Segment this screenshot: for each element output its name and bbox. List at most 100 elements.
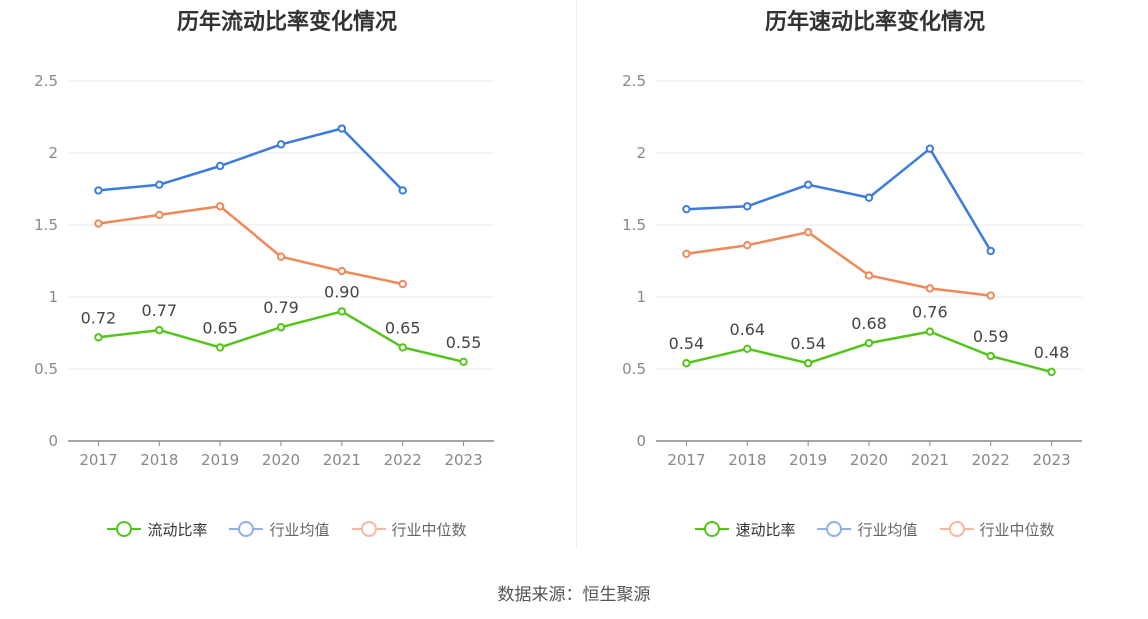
data-point: [803, 180, 813, 189]
legend-item-industry-average[interactable]: 行业均值: [229, 517, 330, 541]
series-line: [98, 205, 403, 286]
x-tick-label: 2017: [79, 451, 117, 469]
data-label: 0.76: [912, 303, 948, 322]
panel-divider: [576, 0, 577, 548]
data-point: [276, 252, 286, 261]
legend-label: 行业均值: [269, 520, 330, 539]
data-point: [925, 327, 935, 336]
y-tick-label: 0: [636, 432, 646, 450]
legend-item-current-ratio[interactable]: 流动比率: [107, 517, 207, 541]
data-point: [986, 246, 995, 256]
data-point: [925, 284, 935, 293]
legend-item-industry-median[interactable]: 行业中位数: [351, 517, 467, 541]
data-label: 0.79: [263, 298, 299, 317]
data-point: [337, 307, 347, 316]
quick-ratio-chart-panel: 历年速动比率变化情况 0 0.5 1 1.5 2 2.5 2017 2018 2019 2020 2…: [588, 0, 1148, 560]
x-tick-label: 2019: [201, 451, 239, 469]
series-line: [686, 147, 992, 252]
legend-marker-icon: [229, 517, 264, 541]
data-point: [94, 333, 103, 342]
data-point: [743, 202, 752, 211]
legend-item-industry-average[interactable]: 行业均值: [817, 517, 918, 541]
legend-label: 速动比率: [735, 520, 796, 539]
legend: 流动比率 行业均值 行业中位数: [0, 517, 574, 541]
data-point: [398, 343, 407, 352]
legend-marker-icon: [939, 517, 974, 541]
data-point: [986, 351, 995, 361]
x-tick-label: 2020: [262, 451, 300, 469]
x-tick-label: 2023: [444, 451, 482, 469]
data-label: 0.54: [790, 334, 826, 353]
y-tick-label: 2.5: [622, 72, 646, 90]
data-label: 0.55: [446, 333, 482, 352]
quick-ratio-plot: 0 0.5 1 1.5 2 2.5 2017 2018 2019 2020 2021 2022 2023…: [622, 72, 1082, 469]
data-point: [925, 144, 935, 153]
x-tick-label: 2021: [323, 451, 361, 469]
data-point: [803, 359, 813, 368]
data-point: [864, 271, 874, 280]
data-point: [398, 186, 407, 195]
data-label: 0.65: [385, 318, 421, 337]
legend: 速动比率 行业均值 行业中位数: [588, 517, 1148, 541]
y-tick-label: 2.5: [34, 72, 58, 90]
chart-title: 历年流动比率变化情况: [176, 10, 397, 35]
legend-label: 行业中位数: [979, 520, 1055, 539]
legend-item-industry-median[interactable]: 行业中位数: [939, 517, 1055, 541]
y-tick-label: 0: [48, 432, 58, 450]
data-point: [337, 266, 347, 276]
x-tick-label: 2019: [789, 451, 827, 469]
legend-label: 行业中位数: [391, 520, 467, 539]
legend-item-quick-ratio[interactable]: 速动比率: [695, 517, 795, 541]
data-label: 0.90: [324, 282, 360, 301]
series-line: [98, 127, 404, 192]
y-tick-label: 2: [636, 144, 646, 162]
y-tick-label: 1.5: [34, 216, 58, 234]
data-point: [864, 193, 874, 202]
data-point: [155, 210, 164, 220]
data-point: [94, 186, 103, 195]
data-label: 0.64: [729, 320, 765, 339]
data-label: 0.48: [1034, 343, 1070, 362]
data-point: [864, 338, 874, 348]
x-tick-label: 2018: [728, 451, 766, 469]
series-line: [686, 230, 991, 297]
current-ratio-chart-panel: 历年流动比率变化情况 0 0.5 1 1.5 2 2.5 2017 2018 2019 2020 2…: [0, 0, 574, 560]
y-tick-label: 1.5: [622, 216, 646, 234]
data-point: [398, 279, 407, 289]
data-point: [459, 357, 468, 366]
legend-label: 流动比率: [147, 520, 208, 539]
y-tick-label: 2: [48, 144, 58, 162]
data-label: 0.59: [973, 327, 1009, 346]
data-point: [986, 291, 995, 300]
data-point: [215, 343, 225, 352]
x-tick-label: 2020: [850, 451, 888, 469]
x-tick-label: 2017: [667, 451, 705, 469]
data-point: [682, 249, 691, 259]
data-point: [276, 323, 286, 332]
data-point: [682, 359, 691, 368]
data-point: [1047, 367, 1056, 377]
data-point: [155, 325, 164, 335]
y-tick-label: 1: [636, 288, 646, 306]
x-tick-label: 2021: [911, 451, 949, 469]
legend-marker-icon: [351, 517, 386, 541]
data-point: [743, 344, 752, 354]
legend-label: 行业均值: [857, 520, 918, 539]
legend-marker-icon: [817, 517, 852, 541]
data-point: [155, 180, 164, 189]
x-tick-label: 2022: [972, 451, 1010, 469]
data-label: 0.72: [81, 308, 117, 327]
legend-marker-icon: [107, 517, 142, 541]
data-point: [337, 124, 347, 133]
y-tick-label: 1: [48, 288, 58, 306]
data-label: 0.77: [141, 301, 177, 320]
data-label: 0.65: [202, 318, 238, 337]
data-point: [803, 228, 813, 237]
y-tick-label: 0.5: [622, 360, 646, 378]
y-tick-label: 0.5: [34, 360, 58, 378]
x-tick-label: 2023: [1032, 451, 1070, 469]
legend-marker-icon: [695, 517, 730, 541]
data-label: 0.68: [851, 314, 887, 333]
data-label: 0.54: [669, 334, 705, 353]
data-point: [215, 202, 225, 211]
